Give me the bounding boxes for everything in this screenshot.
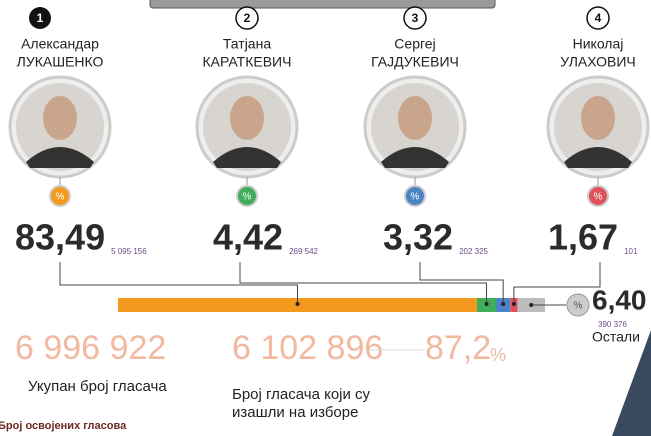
connector bbox=[240, 262, 487, 304]
turnout-label: изашли на изборе bbox=[232, 404, 358, 421]
connector-dot bbox=[485, 302, 489, 306]
photo-head bbox=[398, 96, 432, 140]
connector bbox=[514, 262, 600, 304]
total-voters-label: Укупан број гласача bbox=[28, 378, 167, 395]
percent: 3,32 bbox=[383, 217, 453, 258]
percent-icon-text: % bbox=[411, 192, 420, 203]
percent-icon-text: % bbox=[56, 192, 65, 203]
votes: 202 325 bbox=[459, 247, 488, 256]
percent-icon-text: % bbox=[243, 192, 252, 203]
photo-head bbox=[581, 96, 615, 140]
votes: 5 095 156 bbox=[111, 247, 147, 256]
decor-stripe bbox=[612, 330, 651, 436]
others-label: Остали bbox=[592, 329, 640, 345]
first-name: Николај bbox=[573, 36, 624, 52]
connector-dot bbox=[529, 303, 533, 307]
percent-icon-text: % bbox=[594, 192, 603, 203]
photo-head bbox=[230, 96, 264, 140]
last-name: КАРАТКЕВИЧ bbox=[203, 54, 292, 70]
connector-dot bbox=[512, 302, 516, 306]
turnout-percent: 87,2 bbox=[425, 329, 491, 367]
votes: 269 542 bbox=[289, 247, 318, 256]
footer: Број освојених гласова bbox=[0, 420, 127, 432]
last-name: УЛАХОВИЧ bbox=[560, 54, 635, 70]
total-voters: 6 996 922 bbox=[15, 329, 166, 367]
percent: 83,49 bbox=[15, 217, 105, 258]
first-name: Александар bbox=[21, 36, 99, 52]
connector-dot bbox=[501, 302, 505, 306]
rank: 2 bbox=[244, 11, 251, 25]
header-box bbox=[150, 0, 495, 8]
percent: 1,67 bbox=[548, 217, 618, 258]
rank: 4 bbox=[595, 11, 602, 25]
first-name: Сергеј bbox=[394, 36, 435, 52]
connector-dot bbox=[296, 302, 300, 306]
last-name: ЛУКАШЕНКО bbox=[17, 54, 104, 70]
rank: 3 bbox=[412, 11, 419, 25]
rank: 1 bbox=[37, 11, 44, 25]
votes: 101 bbox=[624, 247, 638, 256]
turnout-unit: % bbox=[490, 345, 506, 365]
first-name: Татјана bbox=[223, 36, 271, 52]
photo-head bbox=[43, 96, 77, 140]
others-percent: 6,40 bbox=[592, 284, 647, 315]
last-name: ГАЈДУКЕВИЧ bbox=[371, 54, 459, 70]
turnout-value: 6 102 896 bbox=[232, 329, 383, 367]
infographic: 6 996 922 Укупан број гласача 6 102 896 … bbox=[0, 0, 651, 436]
percent: 4,42 bbox=[213, 217, 283, 258]
turnout-label: Број гласача који су bbox=[232, 386, 371, 403]
percent-icon-text: % bbox=[574, 301, 583, 312]
